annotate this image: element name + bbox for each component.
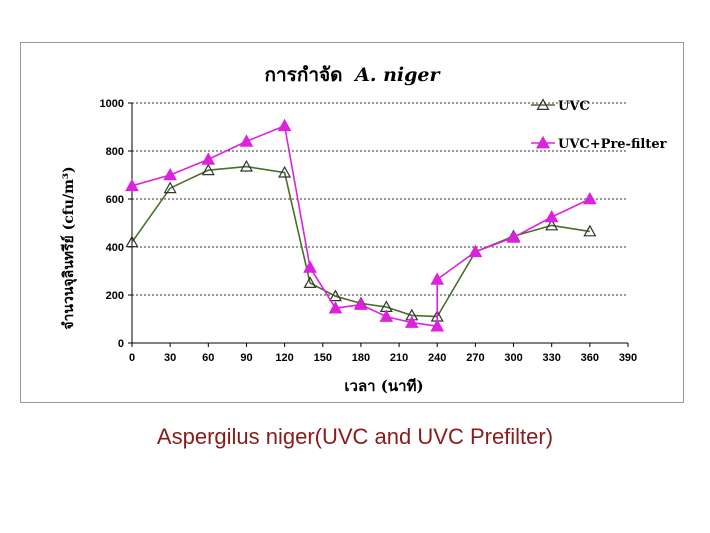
data-point (278, 165, 292, 178)
axes (128, 102, 629, 347)
gridlines (132, 102, 628, 296)
data-point (430, 272, 445, 285)
data-point (430, 319, 445, 332)
chart-title: การกำจัด A. niger (264, 64, 441, 86)
x-tick-labels: 0 30 60 90 120 150 180 210 240 270 300 330 360 390 (129, 352, 637, 364)
x-tick-label: 330 (543, 352, 561, 364)
series-uvc (125, 159, 597, 322)
y-tick-labels: 0 200 400 600 800 1000 (100, 98, 124, 350)
y-tick-label: 0 (118, 338, 124, 350)
data-point (404, 315, 419, 328)
chart-svg: การกำจัด A. niger 0 30 60 90 120 150 180 210 240… (60, 64, 667, 395)
data-point (354, 297, 368, 310)
x-tick-label: 180 (352, 352, 370, 364)
data-point (239, 159, 253, 172)
y-axis-label: จำนวนจุลินทรีย์ (cfu/m³) (60, 166, 77, 329)
y-tick-label: 1000 (100, 98, 124, 110)
data-point (328, 289, 343, 302)
data-point (303, 276, 317, 288)
data-point (201, 163, 215, 176)
x-tick-label: 150 (314, 352, 332, 364)
series-group (125, 118, 597, 332)
chart-title-species: A. niger (353, 64, 441, 86)
x-tick-label: 270 (466, 352, 484, 364)
data-point (379, 309, 394, 322)
data-point (277, 118, 292, 132)
x-tick-label: 390 (619, 352, 637, 364)
legend-label: UVC (558, 99, 590, 114)
x-tick-label: 300 (504, 352, 522, 364)
legend-marker (535, 135, 551, 149)
x-axis-label: เวลา (นาที) (344, 377, 423, 395)
data-point (583, 224, 597, 237)
chart-title-thai: การกำจัด (264, 64, 342, 86)
x-tick-label: 60 (202, 352, 214, 364)
x-tick-label: 0 (129, 352, 135, 364)
y-tick-label: 600 (106, 194, 124, 206)
legend-marker (536, 98, 550, 111)
series-line (131, 124, 591, 328)
data-point (328, 301, 343, 314)
legend: UVC UVC+Pre-filter (531, 98, 667, 152)
x-tick-label: 120 (275, 352, 293, 364)
data-point (125, 178, 139, 192)
legend-item: UVC+Pre-filter (531, 135, 667, 152)
y-tick-label: 200 (106, 290, 124, 302)
data-point (125, 235, 139, 248)
legend-item: UVC (531, 98, 590, 114)
data-point (545, 218, 559, 231)
legend-label: UVC+Pre-filter (558, 137, 667, 152)
series-line (131, 165, 590, 318)
figure-caption: Aspergilus niger(UVC and UVC Prefilter) (156, 424, 554, 449)
data-point (468, 244, 483, 258)
chart-frame: การกำจัด A. niger 0 30 60 90 120 150 180 210 240… (20, 42, 684, 403)
data-point (303, 260, 317, 273)
series-uvc-prefilter (125, 118, 597, 332)
data-point (163, 181, 177, 194)
x-tick-label: 30 (164, 352, 176, 364)
data-point (201, 152, 216, 165)
y-tick-label: 800 (106, 146, 124, 158)
data-point (163, 167, 178, 181)
data-point (506, 230, 521, 243)
x-tick-label: 90 (240, 352, 252, 364)
data-point (239, 134, 254, 147)
data-point (544, 209, 559, 223)
y-tick-label: 400 (106, 242, 124, 254)
x-tick-label: 210 (390, 352, 408, 364)
x-tick-label: 360 (581, 352, 599, 364)
data-point (582, 191, 597, 205)
x-tick-label: 240 (428, 352, 446, 364)
